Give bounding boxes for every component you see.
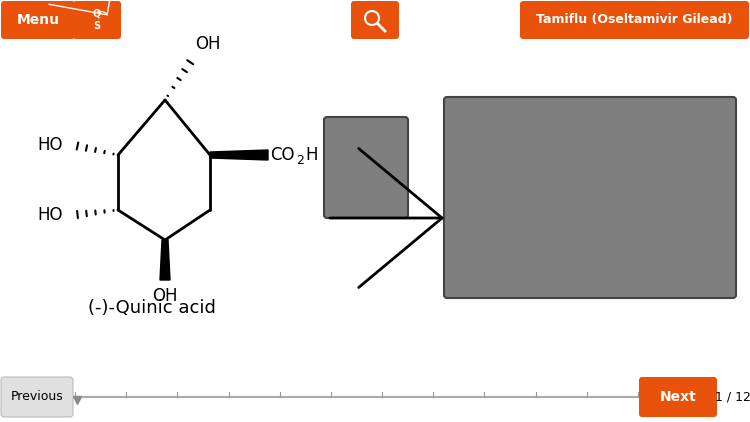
Text: Previous: Previous bbox=[10, 390, 63, 403]
Text: HO: HO bbox=[37, 136, 62, 154]
FancyBboxPatch shape bbox=[639, 377, 717, 417]
Text: Menu: Menu bbox=[16, 13, 59, 27]
Text: Q: Q bbox=[93, 8, 101, 18]
Text: H: H bbox=[305, 146, 317, 164]
Text: OH: OH bbox=[152, 287, 178, 305]
FancyBboxPatch shape bbox=[73, 1, 121, 39]
FancyBboxPatch shape bbox=[1, 377, 73, 417]
Polygon shape bbox=[160, 240, 170, 280]
FancyBboxPatch shape bbox=[520, 1, 749, 39]
Text: Next: Next bbox=[660, 390, 696, 404]
Polygon shape bbox=[210, 150, 268, 160]
Text: HO: HO bbox=[37, 206, 62, 224]
FancyBboxPatch shape bbox=[324, 117, 408, 218]
Text: OH: OH bbox=[195, 35, 220, 53]
FancyBboxPatch shape bbox=[1, 1, 75, 39]
FancyBboxPatch shape bbox=[351, 1, 399, 39]
Text: 1 / 12: 1 / 12 bbox=[715, 390, 750, 403]
FancyBboxPatch shape bbox=[444, 97, 736, 298]
Text: (-)-Quinic acid: (-)-Quinic acid bbox=[88, 299, 216, 317]
Text: CO: CO bbox=[270, 146, 295, 164]
Text: Tamiflu (Oseltamivir Gilead): Tamiflu (Oseltamivir Gilead) bbox=[536, 14, 732, 27]
Text: 2: 2 bbox=[296, 154, 304, 167]
Text: S: S bbox=[94, 21, 100, 31]
